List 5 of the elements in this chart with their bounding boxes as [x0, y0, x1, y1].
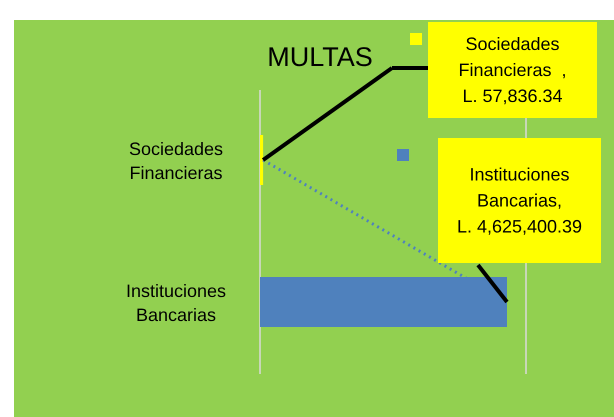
annotation: Instituciones Bancarias, L. 4,625,400.39	[456, 164, 582, 236]
y-tick-label: Instituciones Bancarias	[126, 281, 226, 325]
annotation: Sociedades Financieras , L. 57,836.34	[458, 34, 567, 106]
y-tick-label: Sociedades Financieras	[128, 139, 224, 183]
chart-title: MULTAS	[267, 42, 373, 72]
